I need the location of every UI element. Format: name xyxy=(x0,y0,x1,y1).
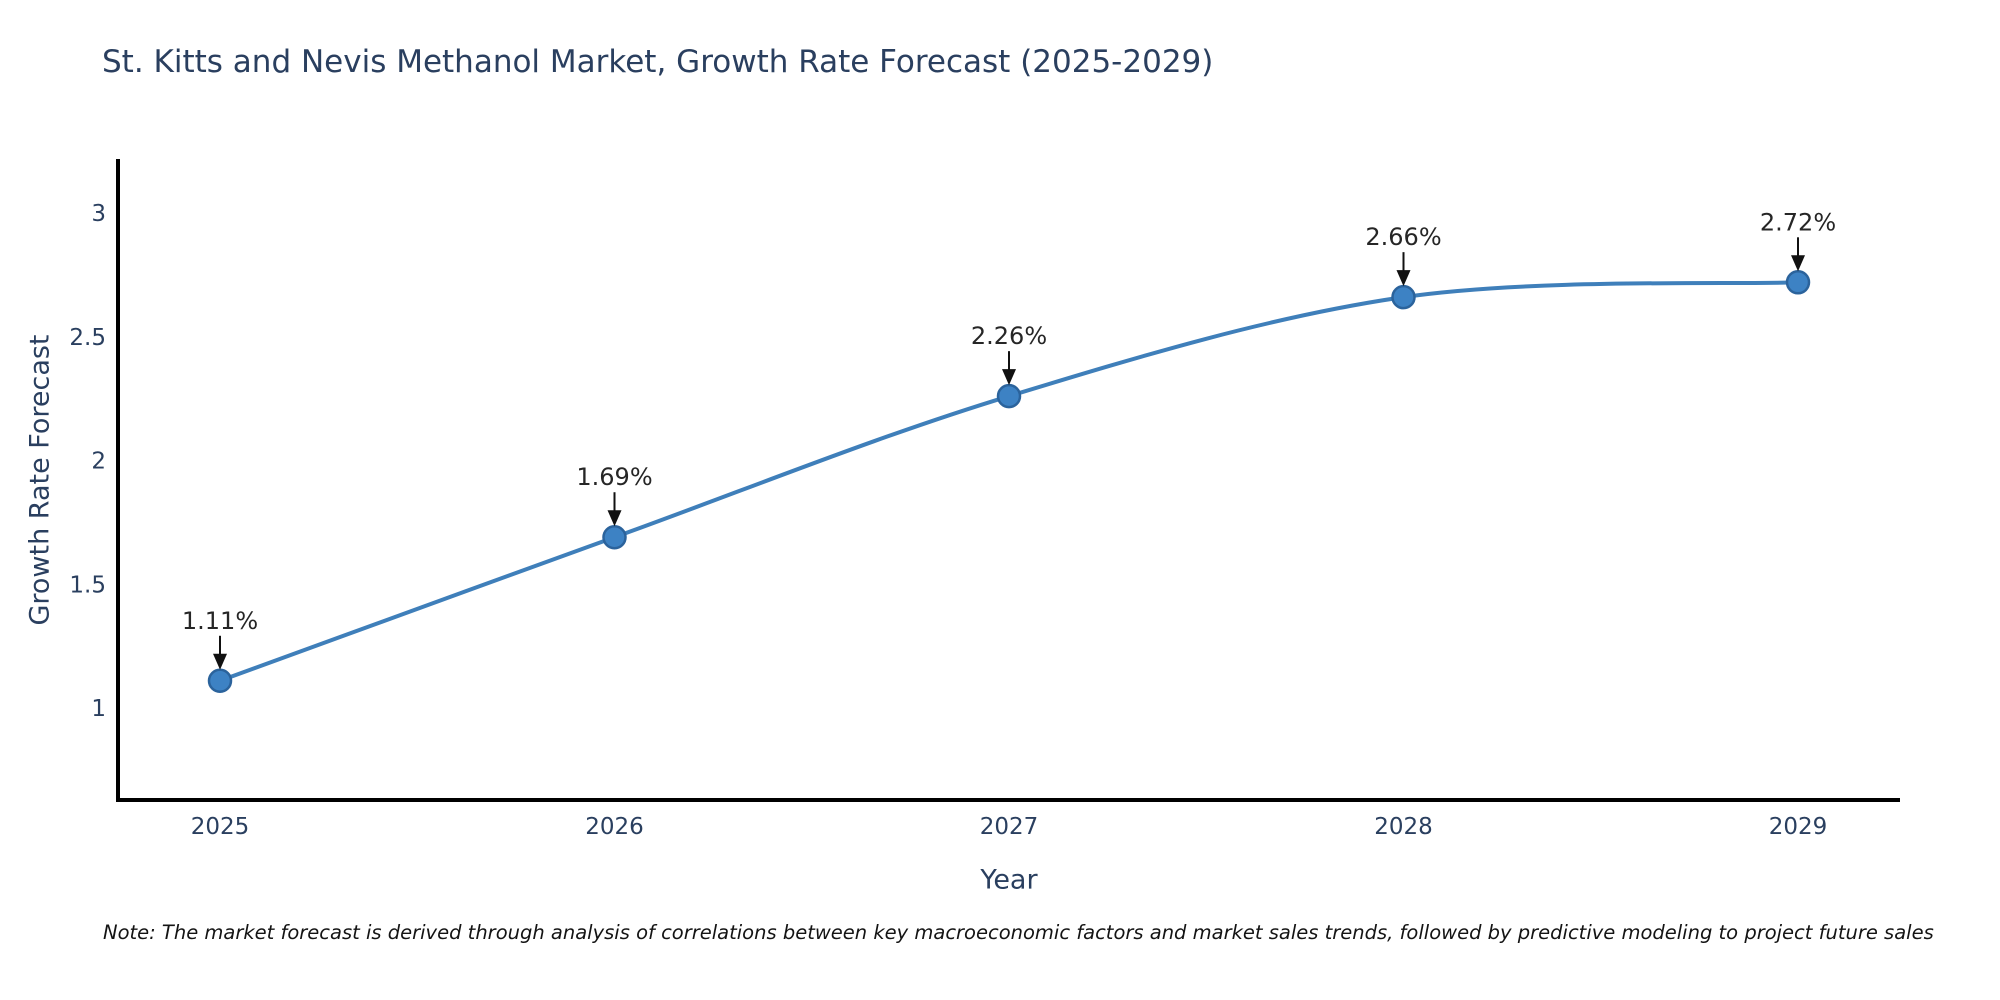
x-tick-label: 2029 xyxy=(1769,814,1828,840)
annotation-layer: 1.11% 1.69% 2.26% 2.66% 2.72% xyxy=(182,208,1836,670)
y-axis-title: Growth Rate Forecast xyxy=(24,334,56,626)
point-label: 1.69% xyxy=(576,463,652,491)
annotation-arrowhead-icon xyxy=(213,653,227,670)
y-tick-label: 2 xyxy=(91,449,106,475)
point-label: 2.66% xyxy=(1365,223,1441,251)
point-label: 1.11% xyxy=(182,607,258,635)
axis-ticks: 3 2.5 2 1.5 1 2025 2026 2027 2028 2029 xyxy=(69,201,1827,840)
y-tick-label: 1 xyxy=(91,696,106,722)
x-tick-label: 2026 xyxy=(585,814,644,840)
data-point-marker[interactable] xyxy=(996,383,1022,409)
chart-title: St. Kitts and Nevis Methanol Market, Gro… xyxy=(102,44,1214,80)
data-point-marker[interactable] xyxy=(207,668,233,694)
annotation-arrowhead-icon xyxy=(1002,369,1016,386)
x-tick-label: 2027 xyxy=(980,814,1039,840)
annotation-arrowhead-icon xyxy=(1396,270,1411,287)
footnote: Note: The market forecast is derived thr… xyxy=(103,921,1934,944)
x-tick-label: 2025 xyxy=(191,814,250,840)
y-tick-label: 2.5 xyxy=(69,325,106,351)
x-tick-label: 2028 xyxy=(1374,814,1433,840)
y-tick-label: 3 xyxy=(91,201,106,227)
data-point-marker[interactable] xyxy=(1785,270,1811,295)
point-label: 2.72% xyxy=(1760,208,1836,236)
point-label: 2.26% xyxy=(971,322,1047,350)
annotation-arrowhead-icon xyxy=(1791,255,1805,272)
y-tick-label: 1.5 xyxy=(69,572,106,598)
annotation-arrowhead-icon xyxy=(607,510,622,527)
data-point-marker[interactable] xyxy=(1391,284,1416,310)
data-point-marker[interactable] xyxy=(602,524,627,550)
x-axis-title: Year xyxy=(980,864,1038,896)
